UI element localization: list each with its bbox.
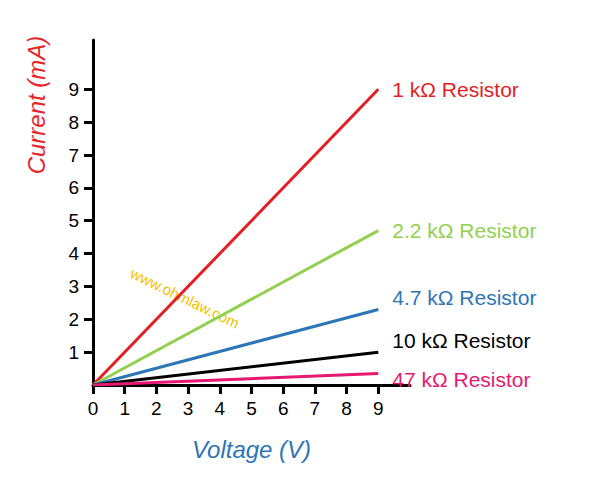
svg-text:1: 1 [119,398,130,419]
svg-text:5: 5 [246,398,257,419]
svg-text:2.2 kΩ Resistor: 2.2 kΩ Resistor [392,219,536,242]
svg-text:0: 0 [88,398,99,419]
svg-text:2: 2 [151,398,162,419]
svg-text:9: 9 [373,398,384,419]
svg-text:9: 9 [68,79,79,100]
svg-text:4: 4 [68,243,79,264]
svg-text:www.ohmlaw.com: www.ohmlaw.com [127,264,243,332]
svg-text:7: 7 [310,398,321,419]
svg-text:6: 6 [278,398,289,419]
svg-text:2: 2 [68,309,79,330]
svg-text:5: 5 [68,210,79,231]
svg-text:10 kΩ Resistor: 10 kΩ Resistor [392,329,530,352]
svg-text:Current (mA): Current (mA) [23,36,50,175]
svg-text:4: 4 [215,398,226,419]
svg-text:Voltage (V): Voltage (V) [192,436,311,463]
svg-text:1 kΩ Resistor: 1 kΩ Resistor [392,78,519,101]
svg-text:8: 8 [68,112,79,133]
svg-text:3: 3 [183,398,194,419]
svg-text:3: 3 [68,276,79,297]
svg-text:1: 1 [68,342,79,363]
svg-text:47 kΩ Resistor: 47 kΩ Resistor [392,368,530,391]
svg-text:6: 6 [68,177,79,198]
svg-text:8: 8 [341,398,352,419]
svg-text:7: 7 [68,145,79,166]
svg-text:4.7 kΩ Resistor: 4.7 kΩ Resistor [392,286,536,309]
